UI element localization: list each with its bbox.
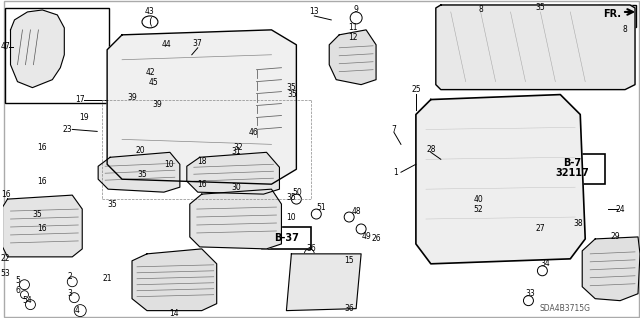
Text: 12: 12 xyxy=(348,33,358,42)
Ellipse shape xyxy=(598,20,602,24)
Ellipse shape xyxy=(509,16,513,20)
Text: 26: 26 xyxy=(371,234,381,243)
Text: 47: 47 xyxy=(1,42,10,51)
Text: 13: 13 xyxy=(310,7,319,17)
Text: 8: 8 xyxy=(478,5,483,14)
Polygon shape xyxy=(287,254,361,311)
Text: 49: 49 xyxy=(361,233,371,241)
Text: 52: 52 xyxy=(474,204,483,213)
Polygon shape xyxy=(436,5,635,90)
Text: 1: 1 xyxy=(394,168,398,177)
Text: 35: 35 xyxy=(287,90,297,99)
Text: 36: 36 xyxy=(307,244,316,253)
Text: 25: 25 xyxy=(411,85,420,94)
Polygon shape xyxy=(187,152,280,194)
Text: 40: 40 xyxy=(474,195,484,204)
Text: 38: 38 xyxy=(573,219,583,228)
Text: 48: 48 xyxy=(351,207,361,216)
Text: 15: 15 xyxy=(344,256,354,265)
Text: 16: 16 xyxy=(38,177,47,186)
Text: 29: 29 xyxy=(611,233,620,241)
Text: 45: 45 xyxy=(149,78,159,87)
Ellipse shape xyxy=(486,157,495,167)
Text: 19: 19 xyxy=(79,113,89,122)
Text: 24: 24 xyxy=(615,204,625,213)
Ellipse shape xyxy=(568,73,572,77)
Text: B-37: B-37 xyxy=(274,233,299,243)
Polygon shape xyxy=(132,249,217,311)
Polygon shape xyxy=(190,189,282,249)
Text: 31: 31 xyxy=(232,147,241,156)
Text: 21: 21 xyxy=(102,274,112,283)
Text: 16: 16 xyxy=(38,225,47,234)
Bar xyxy=(262,227,311,249)
Text: 35: 35 xyxy=(33,210,42,219)
Text: (: ( xyxy=(148,17,152,27)
Text: 16: 16 xyxy=(1,189,10,199)
Ellipse shape xyxy=(608,70,612,74)
Text: 51: 51 xyxy=(316,203,326,211)
Text: 16: 16 xyxy=(38,143,47,152)
Bar xyxy=(461,154,520,172)
Text: SDA4B3715G: SDA4B3715G xyxy=(540,304,591,313)
Text: 32: 32 xyxy=(234,143,243,152)
Text: 39: 39 xyxy=(127,93,137,102)
Text: 28: 28 xyxy=(426,145,436,154)
Text: 39: 39 xyxy=(152,100,162,109)
Polygon shape xyxy=(107,30,296,184)
Text: 43: 43 xyxy=(145,7,155,17)
Text: 44: 44 xyxy=(162,40,172,49)
Text: 14: 14 xyxy=(169,309,179,318)
Text: 11: 11 xyxy=(348,23,358,32)
Ellipse shape xyxy=(554,18,557,22)
Text: 35: 35 xyxy=(536,4,545,12)
Text: 33: 33 xyxy=(525,289,535,298)
Ellipse shape xyxy=(464,18,468,22)
Text: 10: 10 xyxy=(164,160,173,169)
Text: 9: 9 xyxy=(354,5,358,14)
Ellipse shape xyxy=(468,73,473,77)
Text: 6: 6 xyxy=(15,286,20,295)
Text: 36: 36 xyxy=(344,304,354,313)
Polygon shape xyxy=(98,152,180,192)
Text: 3: 3 xyxy=(68,289,73,298)
Text: B-7: B-7 xyxy=(563,158,581,168)
Text: 22: 22 xyxy=(1,254,10,263)
Text: 7: 7 xyxy=(392,125,396,134)
Text: 46: 46 xyxy=(249,128,259,137)
Text: 16: 16 xyxy=(197,180,207,189)
Text: 53: 53 xyxy=(1,269,10,278)
Text: 17: 17 xyxy=(76,95,85,104)
Text: 5: 5 xyxy=(15,276,20,285)
Polygon shape xyxy=(416,94,585,264)
Ellipse shape xyxy=(518,76,522,80)
Text: 34: 34 xyxy=(541,259,550,268)
Text: 50: 50 xyxy=(292,188,302,197)
Text: 32117: 32117 xyxy=(556,168,589,178)
Polygon shape xyxy=(329,30,376,85)
Text: 35: 35 xyxy=(137,170,147,179)
Bar xyxy=(598,5,636,27)
Polygon shape xyxy=(10,10,64,88)
Text: 27: 27 xyxy=(536,225,545,234)
Text: 30: 30 xyxy=(232,183,241,192)
Text: 35: 35 xyxy=(108,200,117,209)
Text: 23: 23 xyxy=(63,125,72,134)
Text: 35: 35 xyxy=(287,83,296,92)
Bar xyxy=(540,154,605,184)
Text: 37: 37 xyxy=(193,39,203,48)
Text: 42: 42 xyxy=(145,68,155,77)
Text: 54: 54 xyxy=(22,296,33,305)
Text: 4: 4 xyxy=(75,306,80,315)
Text: 8: 8 xyxy=(623,26,627,34)
Bar xyxy=(4,8,109,102)
Text: 2: 2 xyxy=(68,272,73,281)
Polygon shape xyxy=(3,195,82,257)
Text: FR.: FR. xyxy=(603,9,621,19)
Text: 10: 10 xyxy=(287,212,296,221)
Text: 35: 35 xyxy=(287,193,296,202)
Text: 18: 18 xyxy=(197,157,207,166)
Polygon shape xyxy=(582,237,640,300)
Text: 20: 20 xyxy=(135,146,145,155)
